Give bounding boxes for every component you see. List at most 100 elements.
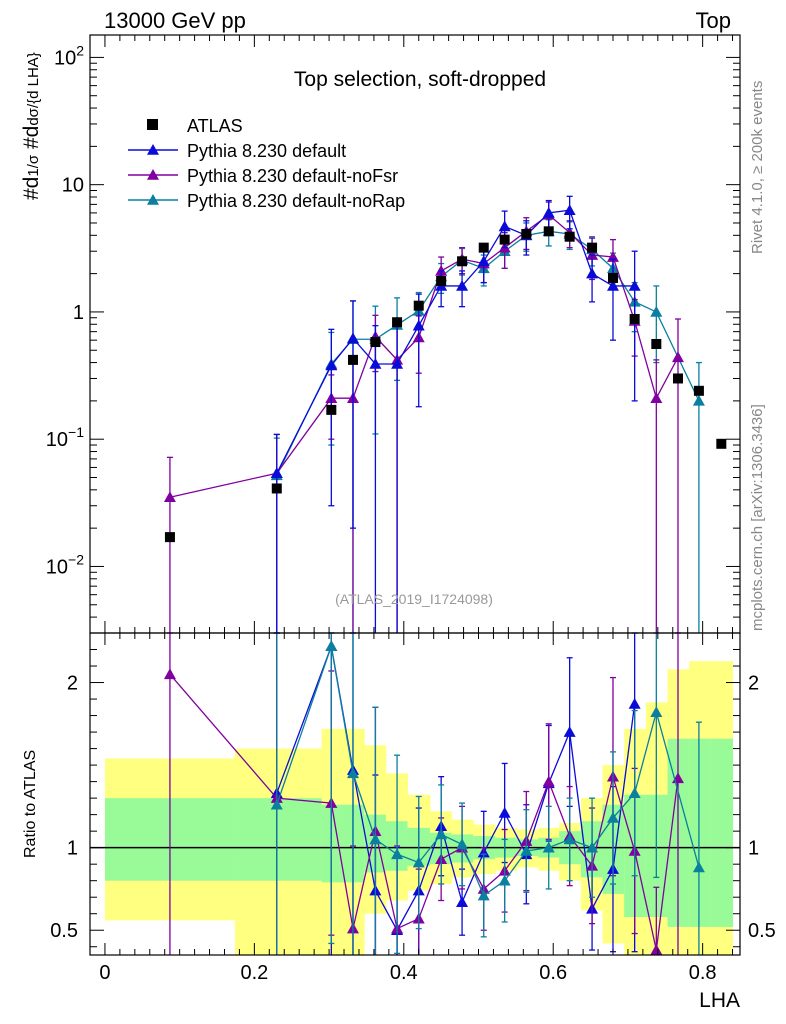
ratio-default-point <box>563 726 576 737</box>
main-atlas-point <box>716 438 727 449</box>
ratio-band-green <box>689 738 712 927</box>
main-atlas-point <box>672 373 683 384</box>
main-default-point <box>628 279 641 291</box>
ratio-noFsr-point <box>163 668 176 680</box>
legend-label-noRap: Pythia 8.230 default-noRap <box>187 191 405 211</box>
ratio-noRap-line <box>276 645 700 897</box>
ratio-band-green <box>710 738 734 927</box>
main-atlas-point <box>651 338 662 349</box>
main-default-point <box>477 255 490 267</box>
main-atlas-point <box>457 256 468 267</box>
main-y-tick-label: 10−2 <box>46 551 84 578</box>
ratio-noRap-point <box>542 841 555 853</box>
ratio-noRap-point <box>606 811 619 823</box>
main-atlas-point <box>521 228 532 239</box>
ratio-noRap-point <box>477 889 490 901</box>
ratio-frame <box>89 632 741 956</box>
main-atlas-point <box>478 242 489 253</box>
x-tick-label: 0 <box>99 962 110 984</box>
legend-label-noFsr: Pythia 8.230 default-noFsr <box>187 166 398 186</box>
main-atlas-point <box>543 226 554 237</box>
main-atlas-point <box>370 337 381 348</box>
legend-label-default: Pythia 8.230 default <box>187 141 346 161</box>
main-default-point <box>498 220 511 232</box>
ratio-noRap-point <box>346 767 359 779</box>
ratio-y-tick-label-right: 0.5 <box>748 920 776 942</box>
ratio-noRap-point <box>586 841 599 853</box>
main-default-point <box>391 357 404 369</box>
x-tick-label: 0.2 <box>240 962 268 984</box>
main-default-point <box>270 467 283 479</box>
x-axis-label: LHA <box>699 989 740 1012</box>
main-noRap-point <box>692 394 705 406</box>
main-atlas-point <box>413 300 424 311</box>
legend-label-atlas: ATLAS <box>187 116 243 136</box>
ratio-noRap-point <box>628 787 641 798</box>
ratio-noRap-point <box>369 833 382 845</box>
main-default-point <box>369 357 382 369</box>
x-tick-label: 0.4 <box>390 962 418 984</box>
main-default-line <box>276 209 635 474</box>
legend-default-marker <box>147 144 159 155</box>
main-default-point <box>542 206 555 218</box>
ratio-noRap-point <box>412 856 425 868</box>
main-default-point <box>456 279 469 291</box>
legend-noRap-marker <box>147 194 159 205</box>
main-y-tick-label: 10 <box>62 175 84 197</box>
analysis-watermark: (ATLAS_2019_I1724098) <box>335 591 493 607</box>
ratio-band-green <box>321 804 344 883</box>
main-default-point <box>346 332 359 344</box>
main-y-tick-label: 1 <box>73 302 84 324</box>
ratio-y-tick-label-right: 1 <box>748 838 759 860</box>
rivet-version-text: Rivet 4.1.0, ≥ 200k events <box>749 80 766 254</box>
ratio-default-line <box>276 643 636 932</box>
legend-noFsr-marker <box>147 169 159 180</box>
main-y-tick-label: 10−1 <box>46 424 84 451</box>
ratio-y-tick-label-left: 2 <box>67 673 78 695</box>
main-atlas-point <box>607 272 618 283</box>
mcplots-reference-text: mcplots.cern.ch [arXiv:1306.3436] <box>749 404 766 631</box>
main-atlas-point <box>436 276 447 287</box>
x-tick-label: 0.6 <box>539 962 567 984</box>
main-atlas-point <box>629 313 640 324</box>
ratio-noRap-point <box>270 798 283 810</box>
main-atlas-point <box>587 242 598 253</box>
main-noFsr-point <box>163 491 176 503</box>
main-atlas-point <box>499 234 510 245</box>
main-atlas-point <box>164 532 175 543</box>
header-left: 13000 GeV pp <box>104 8 246 33</box>
x-tick-label: 0.8 <box>689 962 717 984</box>
legend-atlas-marker <box>147 119 158 130</box>
ratio-noRap-point <box>325 640 338 652</box>
main-default-point <box>325 359 338 371</box>
ratio-noRap-point <box>498 874 511 886</box>
ratio-noRap-point <box>563 833 576 845</box>
ratio-default-point <box>456 896 469 907</box>
main-noFsr-point <box>671 351 684 363</box>
ratio-noFsr-point <box>542 775 555 787</box>
ratio-noRap-point <box>520 844 533 856</box>
ratio-noRap-point <box>456 838 469 850</box>
ratio-y-axis-label: Ratio to ATLAS <box>22 749 39 858</box>
main-atlas-point <box>392 317 403 328</box>
main-atlas-point <box>564 231 575 242</box>
main-atlas-point <box>347 354 358 365</box>
main-atlas-point <box>693 385 704 396</box>
main-default-point <box>412 319 425 331</box>
ratio-y-tick-label-left: 0.5 <box>50 920 78 942</box>
ratio-noRap-point <box>435 828 448 840</box>
main-atlas-point <box>271 483 282 494</box>
main-default-point <box>586 267 599 279</box>
chart-title: Top selection, soft-dropped <box>294 68 546 91</box>
main-y-axis-label: #d1/σ #ddσ/{d LHA} <box>20 52 43 200</box>
main-noFsr-line <box>169 213 679 498</box>
main-atlas-point <box>326 404 337 415</box>
main-noRap-point <box>650 305 663 317</box>
main-noFsr-point <box>650 392 663 403</box>
ratio-y-tick-label-left: 1 <box>67 838 78 860</box>
main-default-point <box>606 279 619 291</box>
ratio-y-tick-label-right: 2 <box>748 673 759 695</box>
ratio-default-point <box>498 806 511 818</box>
ratio-noRap-point <box>692 861 705 873</box>
